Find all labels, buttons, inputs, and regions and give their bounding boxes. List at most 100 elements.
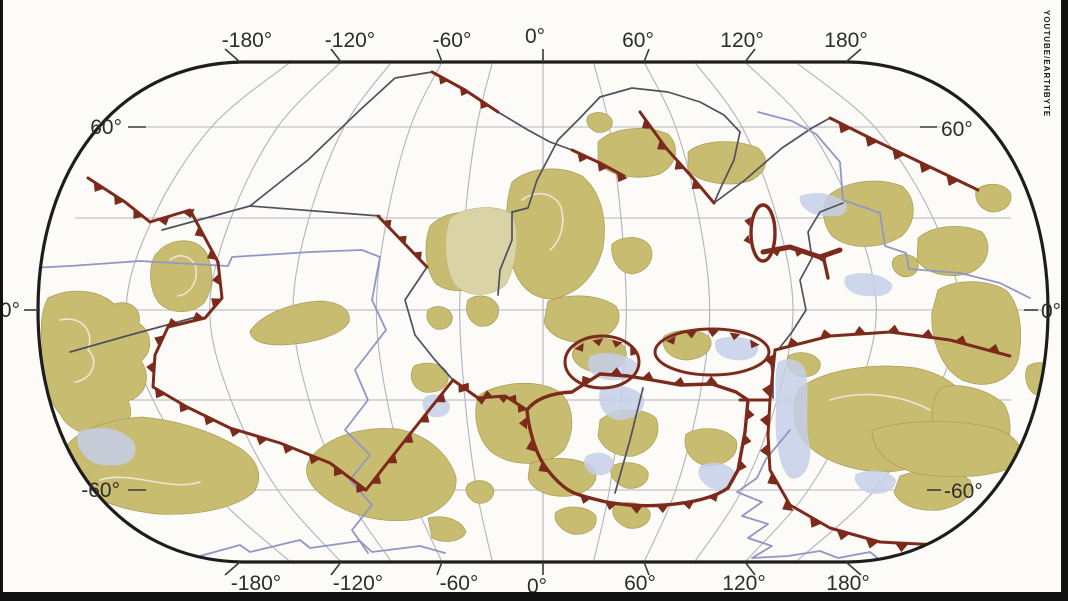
plate-boundary (713, 131, 741, 204)
longitude-label: -120° (333, 572, 383, 595)
plate-boundary (777, 202, 844, 351)
subduction-teeth (691, 179, 702, 189)
frame-border-left (0, 0, 3, 601)
subduction-teeth (403, 433, 414, 443)
subduction-teeth (707, 329, 719, 338)
subduction-teeth (154, 335, 165, 347)
longitude-tick (224, 48, 241, 63)
subduction-teeth (166, 318, 179, 328)
subduction-teeth (397, 235, 407, 245)
ridge-boundary (199, 539, 446, 557)
longitude-tick (744, 48, 756, 63)
subduction-teeth (707, 492, 719, 502)
plate-boundary (614, 387, 644, 494)
shallow-sea-patch (775, 359, 811, 479)
subduction-teeth (919, 161, 932, 173)
longitude-label: -60° (440, 572, 479, 595)
subduction-teeth (419, 412, 430, 423)
subduction-teeth (574, 342, 584, 352)
longitude-label: 120° (722, 572, 765, 595)
subduction-plate-loop (525, 372, 750, 508)
continental-fragment (586, 112, 613, 133)
continental-fragment (823, 180, 914, 247)
continental-fragment-light (445, 207, 518, 295)
subduction-teeth (987, 343, 1000, 354)
continental-fragment (684, 428, 738, 467)
subduction-teeth (809, 516, 822, 528)
longitude-labels-top: -180° -120° -60° 0° 60° 120° 180° (222, 25, 868, 52)
subduction-teeth (597, 161, 609, 172)
subduction-teeth (133, 208, 144, 219)
subduction-teeth (770, 248, 782, 257)
latitude-label: -60° (81, 479, 120, 502)
subduction-teeth (387, 453, 398, 464)
plate-boundary (599, 87, 741, 133)
landmass-vein (59, 318, 95, 383)
shallow-sea-patch (714, 336, 759, 361)
subduction-teeth (333, 465, 344, 477)
subduction-teeth (820, 329, 833, 339)
subduction-teeth (282, 444, 295, 454)
subduction-teeth (538, 461, 549, 473)
subduction-teeth (435, 392, 446, 403)
subduction-ring (563, 334, 641, 390)
subduction-teeth (526, 440, 536, 452)
subduction-teeth (577, 152, 589, 163)
longitude-label: 0° (525, 25, 545, 48)
shallow-sea-patch (854, 470, 896, 494)
subduction-teeth (482, 390, 493, 398)
subduction-teeth (460, 382, 469, 392)
subduction-teeth (517, 403, 527, 413)
subduction-teeth (657, 139, 668, 150)
graticule-meridian (744, 62, 877, 562)
subduction-teeth (592, 338, 604, 347)
subduction-teeth (744, 217, 751, 227)
subduction-teeth (413, 251, 422, 261)
subduction-teeth (737, 459, 747, 472)
continental-fragment (410, 362, 449, 393)
subduction-teeth (954, 536, 968, 548)
subduction-teeth (616, 172, 628, 183)
landmass-vein (169, 255, 198, 297)
latitude-label: 60° (90, 116, 122, 139)
subduction-teeth (759, 413, 770, 428)
continental-fragment (306, 428, 457, 522)
latitude-label: 0° (0, 299, 20, 322)
subduction-teeth (954, 335, 967, 345)
latitude-label: 0° (1041, 300, 1061, 323)
continental-fragment (687, 141, 766, 185)
subduction-teeth (685, 331, 697, 339)
subduction-teeth (746, 408, 755, 421)
subduction-teeth (762, 383, 772, 398)
longitude-label: -180° (222, 29, 272, 52)
subduction-zone (638, 110, 716, 205)
continental-fragment (543, 295, 620, 343)
subduction-teeth (865, 537, 879, 549)
subduction-teeth (459, 87, 470, 96)
continental-fragment (465, 480, 495, 504)
latitude-labels: 60° 0° -60° 60° 0° -60° (0, 116, 1061, 503)
subduction-teeth (203, 415, 216, 426)
longitude-label: 120° (720, 29, 763, 52)
longitude-tick (643, 561, 650, 576)
longitude-tick (744, 561, 756, 576)
plate-boundary (249, 71, 433, 207)
subduction-teeth (630, 505, 643, 514)
plate-boundary (69, 315, 201, 353)
longitude-tick (845, 48, 862, 63)
shallow-sea-patch (844, 273, 893, 297)
latitude-ticks (24, 126, 1038, 491)
subduction-zone (86, 176, 152, 224)
subduction-teeth (581, 375, 593, 386)
shallow-sea-patch (598, 385, 645, 420)
plate-boundary (713, 117, 831, 204)
subduction-teeth (157, 216, 170, 226)
longitude-tick (330, 561, 342, 576)
latitude-label: -60° (944, 480, 983, 503)
subduction-teeth (982, 528, 997, 539)
subduction-teeth (475, 397, 487, 405)
subduction-teeth (630, 346, 639, 356)
continental-fragment (916, 226, 989, 276)
shallow-sea-patch (584, 452, 614, 476)
subduction-teeth (229, 427, 241, 438)
